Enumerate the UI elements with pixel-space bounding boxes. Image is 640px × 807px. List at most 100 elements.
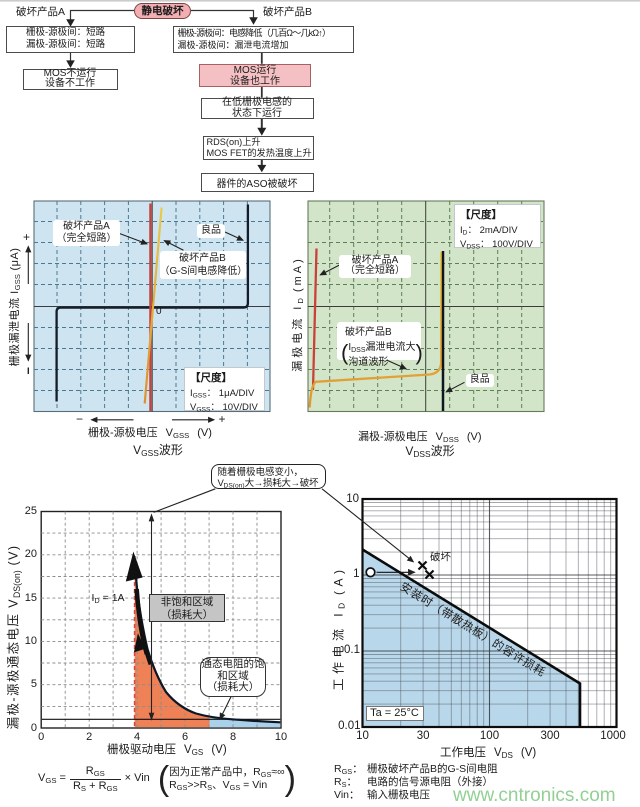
vgs-region1-box: 非饱和区域 （损耗大） <box>149 593 225 622</box>
soa-x-axis-label: 工作电压 VDS (V) <box>440 747 536 761</box>
note-box-line2: VDS(on)大→损耗大→破坏 <box>217 478 319 490</box>
vgs-ytick-10: 10 <box>24 635 37 648</box>
gss-label-a-line1: 破坏产品A <box>63 220 110 232</box>
soa-damage-marks <box>417 560 435 580</box>
vgs-region1-line2: （损耗大） <box>160 609 214 621</box>
vgs-region1-line1: 非饱和区域 <box>160 595 214 608</box>
flow-box-b2: MOS运行 设备也工作 <box>199 64 311 87</box>
legend-item: Vin： 输入栅极电压 <box>334 789 498 802</box>
flow-box-a2-line2: 设备不工作 <box>45 78 95 89</box>
legend-desc-rs: 电路的信号源电阻（外接） <box>367 775 493 788</box>
gss-zero-label: 0 <box>156 306 162 317</box>
flow-box-b1: 栅极-源极间：电感降低（几百Ω～几kΩ↑） 漏极-源极间：漏泄电流增加 <box>172 25 354 53</box>
flow-box-b2-line2: 设备也工作 <box>230 75 280 87</box>
flow-box-b4: RDS(on)上升 MOS FET的发热温度上升 <box>202 136 314 160</box>
flow-box-a1: 栅极-源极间：短路 漏极-源极间：短路 <box>6 25 135 53</box>
dss-productA-trace <box>311 248 318 391</box>
dss-y-axis-label: 漏极电流 ID (mA) <box>291 256 305 372</box>
note-box: 随着栅极电感变小， VDS(on)大→损耗大→破坏 <box>210 464 326 490</box>
flow-box-b1-line1: 栅极-源极间：电感降低（几百Ω～几kΩ↑） <box>177 28 331 38</box>
soa-limit-line <box>361 548 582 727</box>
legend-desc-vin: 输入栅极电压 <box>367 789 430 802</box>
legend-term-rs: RS： <box>334 775 357 789</box>
page-top-rule <box>0 0 640 2</box>
vgs-ytick-0: 0 <box>30 721 37 734</box>
formula-paren-open: ( <box>157 760 170 798</box>
soa-safe-area-fill <box>362 549 580 727</box>
flow-box-b2-line1: MOS运行 <box>233 64 277 76</box>
formula-numerator: RGS <box>85 765 105 779</box>
gss-scale-line1: IGSS： 1μA/DIV <box>190 387 255 400</box>
gss-scale-title: 【尺度】 <box>190 371 232 384</box>
formula-fraction: RGS RS + RGS <box>69 765 121 792</box>
vgs-small-arrow-tail <box>143 646 153 666</box>
vgs-region2-line3: （损耗大） <box>206 681 260 694</box>
soa-ytick-001: 0.01 <box>338 719 361 732</box>
dss-label-a-line1: 破坏产品A <box>351 254 399 266</box>
soa-xtick-30: 30 <box>416 729 430 742</box>
legend-item: RS： 电路的信号源电阻（外接） <box>334 776 498 789</box>
formula-paren-close: ) <box>284 760 296 798</box>
soa-ta-label: Ta = 25°C <box>365 705 424 721</box>
gss-label-b-line2: （G-S间电感降低） <box>159 265 248 277</box>
note-to-soa-arrow <box>321 488 415 563</box>
note-box-line1: 随着栅极电感变小， <box>217 467 304 478</box>
formula-lhs: VGS = <box>38 772 66 786</box>
flowchart-arrowheads <box>66 17 267 173</box>
dss-x-axis-zh: 漏极-源极电压 <box>358 431 428 443</box>
dss-label-a-line2: （完全短路） <box>345 265 405 277</box>
vgs-unsaturated-region-fill <box>134 567 210 728</box>
flow-box-b4-line1: RDS(on)上升 <box>206 136 261 147</box>
dss-label-b-paren-open: ( <box>341 340 349 365</box>
note-connector-line <box>153 488 216 513</box>
gss-x-axis-unit: (V) <box>197 427 212 439</box>
gss-x-axis-label: 栅极-源极电压 VGSS (V) <box>88 427 212 440</box>
soa-ytick-01: 0.1 <box>344 644 360 656</box>
vgs-xtick-4: 4 <box>134 730 141 743</box>
gss-x-axis-sym: VGSS <box>165 427 190 440</box>
dss-label-b-line3: 沟道波形 <box>348 357 389 368</box>
legend-item: RGS： 栅极破坏产品B的G-S间电阻 <box>334 763 498 776</box>
vgs-region2-box: 通态电阻的饱 和区域 （损耗大） <box>200 656 266 697</box>
gss-axis-arrows <box>25 245 216 423</box>
flow-box-b3-line1: 在低栅极电感的 <box>222 97 292 108</box>
flow-branch-a-label: 破坏产品A <box>16 6 66 18</box>
vgs-ytick-25: 25 <box>24 505 37 518</box>
vgs-x-axis-label: 栅极驱动电压 VGS (V) <box>107 744 227 758</box>
vgs-x-axis-zh: 栅极驱动电压 <box>107 744 176 756</box>
dss-productB-trace <box>308 252 443 408</box>
formula-note-line1: 因为正常产品中，RGS≈∞ <box>169 766 285 779</box>
flowchart-connectors <box>69 9 263 166</box>
flow-box-a1-line2: 漏极-源极间：短路 <box>26 39 106 50</box>
soa-x-axis-sym: VDS <box>494 746 513 760</box>
flow-box-b3-line2: 状态下运行 <box>232 107 282 119</box>
dss-label-productB: 破坏产品B ( IDSS漏泄电流大 沟道波形 ) <box>337 322 423 368</box>
gss-label-b-line1: 破坏产品B <box>179 252 226 264</box>
flow-branch-b-label: 破坏产品B <box>263 6 313 18</box>
gss-scale-box: 【尺度】 IGSS： 1μA/DIV VGSS： 10V/DIV <box>184 366 265 413</box>
dss-annotation-arrows <box>319 264 465 393</box>
gss-label-productA: 破坏产品A （完全短路） <box>53 219 120 246</box>
dss-x-axis-sym: VDSS <box>435 431 459 444</box>
soa-border <box>361 497 618 729</box>
formula-note-line2: RGS>>RS、VGS = Vin <box>169 779 268 792</box>
dss-scale-line2: VDSS： 100V/DIV <box>460 239 533 251</box>
vgs-region2-line2: 和区域 <box>217 669 249 682</box>
flow-box-a2-line1: MOS不运行 <box>43 67 97 79</box>
formula: VGS = RGS RS + RGS × Vin ( 因为正常产品中，RGS≈∞… <box>38 762 296 796</box>
vgs-x-axis-sym: VGS <box>184 744 204 758</box>
gss-x-axis-zh: 栅极-源极电压 <box>88 427 158 439</box>
vgs-xtick-6: 6 <box>182 730 189 743</box>
flow-box-a1-line1: 栅极-源极间：短路 <box>26 27 106 38</box>
soa-plot <box>321 488 618 729</box>
vgs-x-axis-unit: (V) <box>211 744 227 756</box>
vgs-region2-line1: 通态电阻的饱 <box>201 658 265 670</box>
soa-damage-label: 破坏 <box>430 550 451 563</box>
vgs-xtick-10: 10 <box>274 730 288 743</box>
flow-box-a2: MOS不运行 设备不工作 <box>22 67 118 90</box>
legend-desc-rgs: 栅极破坏产品B的G-S间电阻 <box>367 762 498 775</box>
soa-ytick-10: 10 <box>346 492 359 505</box>
gss-x-plus: + <box>218 412 226 426</box>
dss-label-b-line1: 破坏产品B <box>345 327 392 338</box>
